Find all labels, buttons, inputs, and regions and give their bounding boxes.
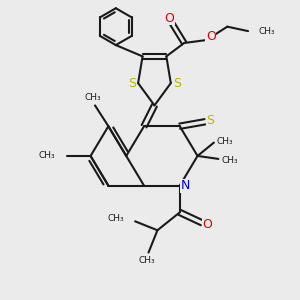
- Text: S: S: [173, 76, 181, 90]
- Text: N: N: [180, 179, 190, 192]
- Text: O: O: [206, 30, 216, 43]
- Text: CH₃: CH₃: [139, 256, 155, 266]
- Text: CH₃: CH₃: [217, 136, 233, 146]
- Text: O: O: [202, 218, 212, 231]
- Text: CH₃: CH₃: [107, 214, 124, 223]
- Text: CH₃: CH₃: [84, 93, 101, 102]
- Text: CH₃: CH₃: [39, 152, 56, 160]
- Text: S: S: [128, 76, 136, 90]
- Text: S: S: [206, 114, 214, 127]
- Text: CH₃: CH₃: [221, 156, 238, 165]
- Text: CH₃: CH₃: [259, 27, 275, 36]
- Text: O: O: [164, 12, 174, 25]
